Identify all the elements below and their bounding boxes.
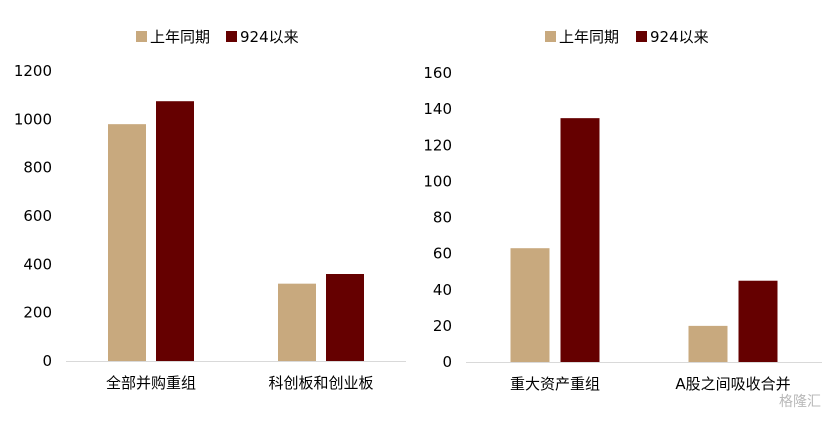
chart2-bar-recent-2: [738, 280, 778, 362]
chart2-bar-prior-2: [688, 325, 728, 362]
chart2-ytick-0: 0: [442, 353, 452, 371]
chart2-ytick-5: 100: [423, 172, 452, 190]
chart2-legend-label-1: 上年同期: [559, 28, 619, 46]
chart2-ytick-7: 140: [423, 100, 452, 118]
chart1-category-label-1: 全部并购重组: [106, 374, 196, 392]
chart2-ytick-1: 20: [433, 317, 452, 335]
chart1-ytick-6: 1200: [14, 62, 52, 80]
chart2-legend-swatch-1: [545, 31, 556, 42]
chart2-legend-swatch-2: [636, 31, 647, 42]
chart2-ytick-2: 40: [433, 281, 452, 299]
chart1-bar-prior-1: [108, 124, 146, 362]
chart1-bar-recent-1: [156, 101, 194, 361]
chart1-ytick-2: 400: [23, 255, 52, 273]
chart1-ytick-3: 600: [23, 207, 52, 225]
chart1-legend-label-1: 上年同期: [150, 28, 210, 46]
chart1-ytick-0: 0: [42, 352, 52, 370]
chart1-bar-prior-2: [278, 283, 316, 361]
chart2-bar-recent-1: [560, 118, 600, 362]
chart2-category-label-1: 重大资产重组: [510, 375, 600, 393]
chart1-bar-recent-2: [326, 274, 364, 361]
chart1-legend-label-2: 924以来: [240, 28, 299, 46]
chart1-ytick-1: 200: [23, 304, 52, 322]
chart1-ytick-5: 1000: [14, 110, 52, 128]
chart2-category-label-2: A股之间吸收合并: [675, 375, 790, 393]
watermark: 格隆汇: [779, 394, 821, 410]
chart2-ytick-8: 160: [423, 64, 452, 82]
chart1-ytick-4: 800: [23, 159, 52, 177]
chart2-ytick-3: 60: [433, 245, 452, 263]
chart2-bar-prior-1: [510, 248, 550, 362]
chart2-ytick-6: 120: [423, 136, 452, 154]
chart1-category-label-2: 科创板和创业板: [268, 374, 373, 392]
chart1-legend-swatch-1: [136, 31, 147, 42]
chart1-legend-swatch-2: [226, 31, 237, 42]
chart2-legend-label-2: 924以来: [650, 28, 709, 46]
chart2-ytick-4: 80: [433, 209, 452, 227]
